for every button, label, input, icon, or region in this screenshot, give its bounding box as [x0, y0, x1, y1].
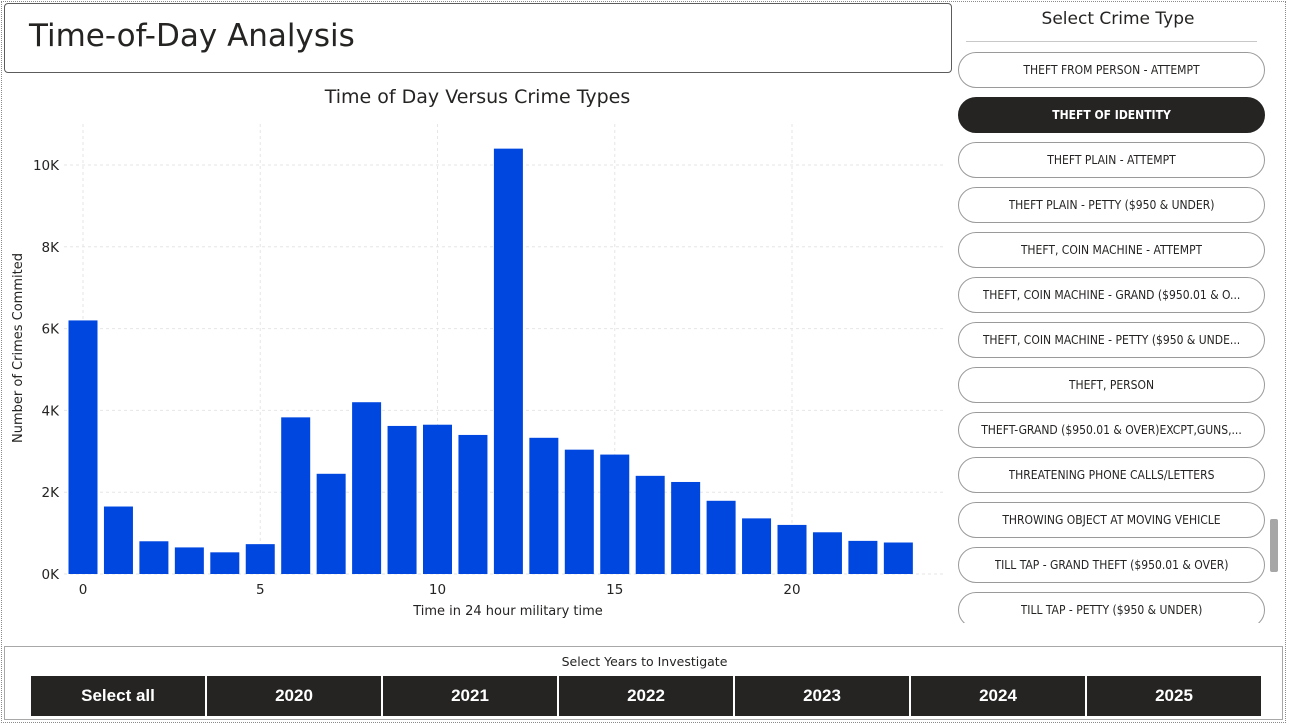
year-button[interactable]: 2020: [207, 676, 381, 716]
bar: [848, 540, 878, 574]
chart-title: Time of Day Versus Crime Types: [324, 86, 631, 108]
time-of-day-chart: Time of Day Versus Crime Types 0K 2K 4K 6K 8…: [0, 80, 955, 640]
year-button[interactable]: 2022: [559, 676, 733, 716]
crime-type-option-label: THEFT, PERSON: [1068, 378, 1155, 392]
bar: [387, 425, 417, 574]
y-tick-label: 6K: [42, 322, 61, 338]
bar: [883, 542, 913, 574]
crime-type-option-label: THEFT PLAIN - PETTY ($950 & UNDER): [1008, 198, 1215, 212]
bar: [529, 437, 559, 574]
select-all-years-button[interactable]: Select all: [31, 676, 205, 716]
year-buttons: Select all 2020 2021 2022 2023 2024 2025: [31, 676, 1261, 716]
page-title: Time-of-Day Analysis: [29, 18, 355, 54]
bar: [706, 500, 736, 574]
y-tick-label: 4K: [42, 403, 61, 419]
crime-type-option[interactable]: THEFT PLAIN - PETTY ($950 & UNDER): [958, 187, 1265, 223]
y-tick-label: 8K: [42, 240, 61, 256]
bar-chart-svg: 0K 2K 4K 6K 8K 10K 0 5 10 15 20 Time in 24 hour mil…: [11, 124, 944, 619]
bar: [742, 518, 772, 574]
x-tick-label: 15: [606, 582, 623, 598]
x-axis-title: Time in 24 hour military time: [412, 604, 603, 619]
year-button[interactable]: 2021: [383, 676, 557, 716]
bar: [139, 541, 169, 574]
bar: [281, 417, 311, 574]
year-button[interactable]: 2023: [735, 676, 909, 716]
y-axis-title: Number of Crimes Commited: [11, 253, 26, 443]
crime-type-option[interactable]: TILL TAP - GRAND THEFT ($950.01 & OVER): [958, 547, 1265, 583]
bar: [103, 506, 133, 574]
crime-type-option[interactable]: THEFT OF IDENTITY: [958, 97, 1265, 133]
crime-type-option-label: THROWING OBJECT AT MOVING VEHICLE: [1002, 513, 1221, 527]
crime-type-option-label: THEFT OF IDENTITY: [1052, 108, 1171, 122]
bar: [812, 532, 842, 574]
x-tick-label: 20: [783, 582, 800, 598]
crime-type-option-label: THEFT-GRAND ($950.01 & OVER)EXCPT,GUNS,.…: [981, 423, 1242, 437]
crime-type-option-label: THEFT FROM PERSON - ATTEMPT: [1023, 63, 1200, 77]
year-button[interactable]: 2025: [1087, 676, 1261, 716]
crime-type-option[interactable]: TILL TAP - PETTY ($950 & UNDER): [958, 592, 1265, 623]
x-tick-label: 10: [429, 582, 446, 598]
crime-type-option[interactable]: THEFT, COIN MACHINE - PETTY ($950 & UNDE…: [958, 322, 1265, 358]
years-title: Select Years to Investigate: [561, 654, 728, 669]
bar: [564, 449, 594, 574]
y-tick-label: 2K: [42, 485, 61, 501]
crime-type-option[interactable]: THEFT, COIN MACHINE - ATTEMPT: [958, 232, 1265, 268]
slicer-scrollbar[interactable]: [1270, 519, 1278, 572]
year-button[interactable]: 2024: [911, 676, 1085, 716]
crime-type-option-label: THEFT, COIN MACHINE - GRAND ($950.01 & O…: [982, 288, 1241, 302]
crime-type-option-label: THEFT PLAIN - ATTEMPT: [1047, 153, 1176, 167]
crime-type-option[interactable]: THEFT-GRAND ($950.01 & OVER)EXCPT,GUNS,.…: [958, 412, 1265, 448]
crime-type-option-label: TILL TAP - PETTY ($950 & UNDER): [1020, 603, 1203, 617]
bar: [174, 547, 204, 574]
bar: [635, 475, 665, 574]
bar: [458, 434, 488, 574]
crime-type-option[interactable]: THEFT, COIN MACHINE - GRAND ($950.01 & O…: [958, 277, 1265, 313]
title-card: Time-of-Day Analysis: [4, 3, 952, 73]
crime-type-slicer-title: Select Crime Type: [1041, 9, 1195, 29]
y-tick-label: 10K: [33, 158, 60, 174]
y-tick-label: 0K: [42, 567, 61, 583]
crime-type-option[interactable]: THEFT PLAIN - ATTEMPT: [958, 142, 1265, 178]
crime-type-option-label: THEFT, COIN MACHINE - ATTEMPT: [1020, 243, 1203, 257]
crime-type-slicer: THEFT FROM PERSON - ATTEMPT THEFT OF IDEN…: [958, 41, 1265, 623]
bar: [600, 454, 630, 574]
x-tick-label: 0: [79, 582, 88, 598]
crime-type-option[interactable]: THROWING OBJECT AT MOVING VEHICLE: [958, 502, 1265, 538]
bar: [671, 481, 701, 574]
bar: [493, 148, 523, 574]
bar: [423, 424, 452, 574]
bar: [68, 320, 98, 574]
bar: [210, 552, 240, 574]
crime-type-option-label: THEFT, COIN MACHINE - PETTY ($950 & UNDE…: [982, 333, 1241, 347]
bar: [352, 402, 382, 574]
years-panel: Select Years to Investigate Select all 20…: [4, 646, 1283, 720]
bar: [316, 473, 346, 574]
crime-type-option[interactable]: THEFT FROM PERSON - ATTEMPT: [958, 52, 1265, 88]
x-tick-label: 5: [256, 582, 265, 598]
slicer-divider: [966, 41, 1257, 42]
crime-type-option[interactable]: THREATENING PHONE CALLS/LETTERS: [958, 457, 1265, 493]
crime-type-option-label: THREATENING PHONE CALLS/LETTERS: [1008, 468, 1215, 482]
crime-type-option[interactable]: THEFT, PERSON: [958, 367, 1265, 403]
bar: [245, 544, 275, 574]
bar: [777, 524, 807, 574]
crime-type-option-label: TILL TAP - GRAND THEFT ($950.01 & OVER): [994, 558, 1229, 572]
